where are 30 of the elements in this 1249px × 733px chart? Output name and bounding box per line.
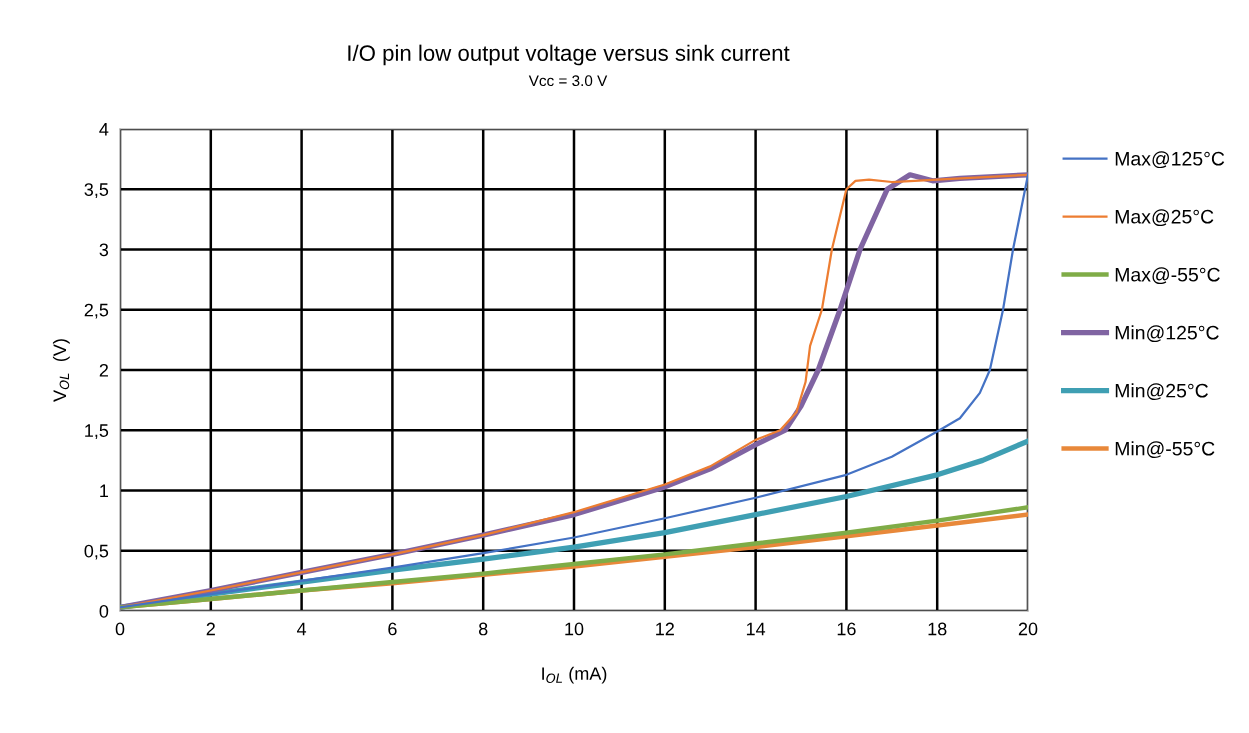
- x-tick-label: 2: [206, 622, 215, 636]
- legend-label: Min@25°C: [1115, 383, 1208, 401]
- x-axis-title: I$_{OL}$ (mA): [542, 666, 607, 684]
- x-tick-label: 4: [296, 622, 307, 636]
- x-tick-label: 0: [115, 622, 125, 636]
- x-tick-label: 18: [928, 622, 947, 636]
- x-tick-label: 12: [656, 622, 674, 636]
- y-tick-label: 2: [99, 363, 108, 377]
- legend-label: Min@125°C: [1115, 325, 1219, 343]
- y-axis-title: V$_{OL}$ (V): [52, 339, 70, 402]
- legend-label: Min@-55°C: [1115, 441, 1215, 459]
- x-tick-label: 16: [837, 622, 856, 636]
- x-tick-label: 10: [565, 622, 584, 636]
- y-tick-label: 0: [99, 604, 109, 618]
- y-tick-label: 2,5: [84, 303, 109, 319]
- legend-label: Max@-55°C: [1115, 267, 1220, 285]
- x-tick-label: 14: [746, 622, 766, 636]
- y-tick-label: 3,5: [84, 183, 109, 199]
- y-tick-label: 1,5: [85, 424, 109, 440]
- chart-subtitle: Vcc = 3.0 V: [528, 75, 608, 87]
- legend-label: Max@125°C: [1115, 151, 1225, 169]
- y-tick-label: 0,5: [84, 544, 109, 560]
- x-tick-label: 6: [388, 622, 397, 636]
- x-tick-label: 20: [1018, 622, 1038, 636]
- y-tick-label: 3: [99, 243, 109, 257]
- chart-title: I/O pin low output voltage versus sink current: [348, 44, 790, 66]
- legend-label: Max@25°C: [1115, 209, 1214, 227]
- y-tick-label: 4: [99, 123, 109, 136]
- x-tick-label: 8: [478, 622, 488, 636]
- y-tick-label: 1: [100, 484, 109, 498]
